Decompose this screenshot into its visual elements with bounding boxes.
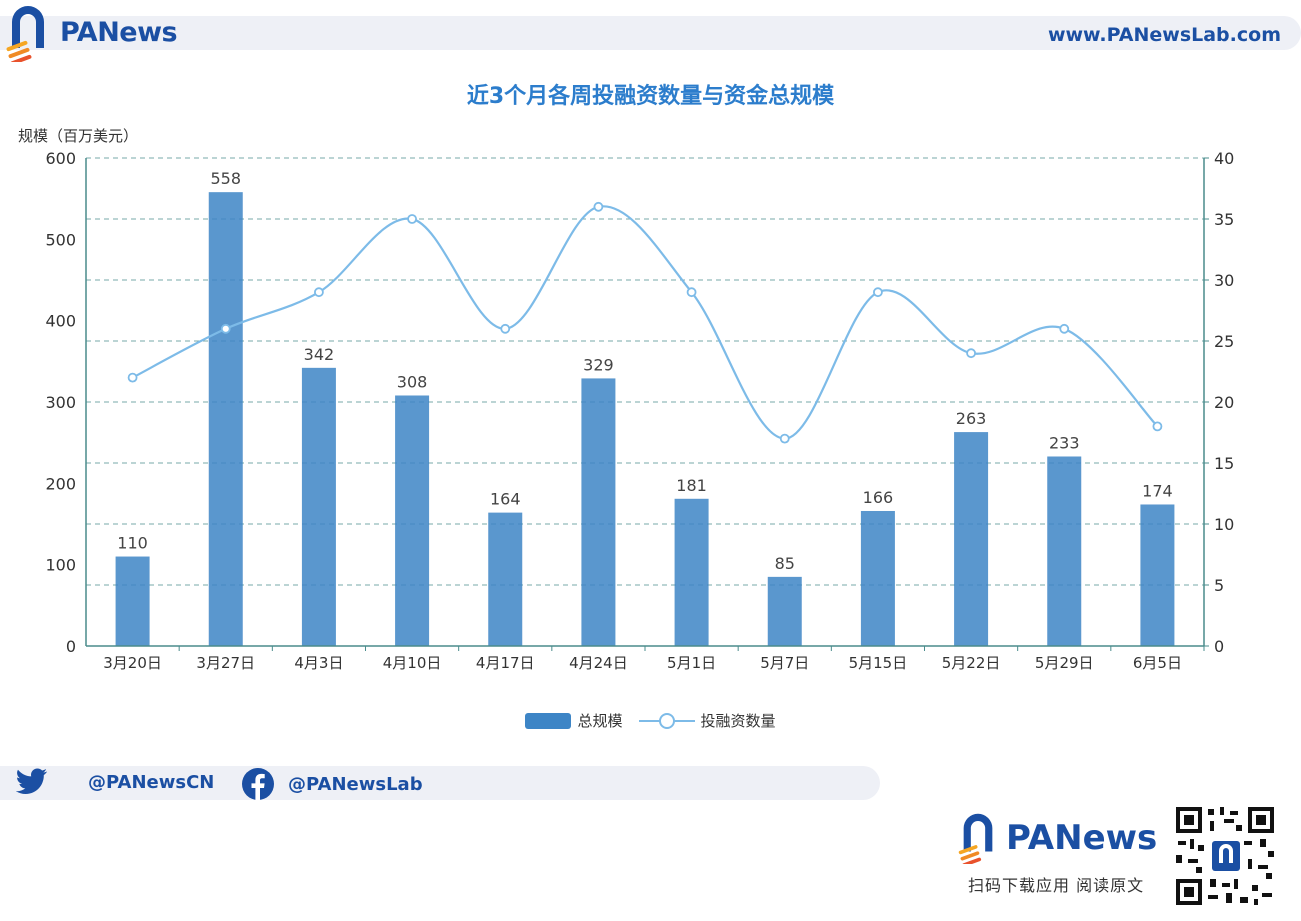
y-right-tick-label: 5	[1214, 576, 1224, 595]
bar	[115, 556, 150, 646]
bar-value-label: 342	[304, 345, 335, 364]
header-band	[0, 16, 1301, 50]
twitter-handle-group[interactable]: @PANewsCN	[16, 768, 214, 796]
legend-item-line[interactable]: 投融资数量	[638, 710, 776, 731]
y-left-tick-label: 100	[45, 556, 76, 575]
y-left-tick-label: 600	[45, 149, 76, 168]
chart-legend: 总规模 投融资数量	[0, 710, 1301, 731]
legend-line-swatch	[638, 712, 695, 729]
x-tick-label: 4月17日	[476, 654, 535, 672]
bar-value-label: 329	[583, 355, 614, 374]
y-axis-left-title: 规模（百万美元）	[18, 127, 139, 145]
x-tick-label: 4月3日	[294, 654, 343, 672]
bar	[395, 395, 430, 646]
qr-code-icon[interactable]	[1174, 805, 1276, 907]
line-point	[593, 201, 604, 212]
bar-layer	[115, 192, 1175, 646]
brand-name: PANews	[60, 17, 178, 48]
bar	[860, 510, 895, 646]
y-right-tick-label: 15	[1214, 454, 1234, 473]
panews-logo-icon	[6, 6, 44, 62]
site-url[interactable]: www.PANewsLab.com	[1047, 24, 1281, 46]
x-tick-label: 4月10日	[383, 654, 442, 672]
y-right-tick-label: 0	[1214, 637, 1224, 656]
x-tick-label: 3月27日	[196, 654, 255, 672]
y-right-tick-label: 10	[1214, 515, 1234, 534]
bottom-logo-icon	[958, 813, 993, 864]
y-left-tick-label: 300	[45, 393, 76, 412]
legend-label-bar: 总规模	[577, 712, 623, 730]
axis-layer: 0 100 200 300 400 500 600 0 5 10 15 20 25 30 35 40 3月20日…	[45, 149, 1234, 672]
bottom-caption: 扫码下载应用 阅读原文	[968, 876, 1145, 895]
bar-value-label: 181	[676, 476, 707, 495]
line-point	[500, 323, 511, 334]
y-right-tick-label: 30	[1214, 271, 1234, 290]
series-line	[132, 205, 1159, 440]
bar	[208, 192, 243, 646]
line-point	[220, 323, 231, 334]
y-left-tick-label: 500	[45, 230, 76, 249]
legend-item-bar[interactable]: 总规模	[525, 710, 623, 731]
bar	[488, 512, 523, 646]
x-tick-label: 3月20日	[103, 654, 162, 672]
bar-value-label: 85	[775, 554, 795, 573]
chart-canvas: 0 100 200 300 400 500 600 0 5 10 15 20 25 30 35 40 3月20日…	[45, 149, 1234, 672]
line-point	[127, 372, 138, 383]
bottom-brand-name: PANews	[1006, 818, 1158, 858]
legend-label-line: 投融资数量	[700, 712, 776, 730]
twitter-icon	[16, 768, 47, 794]
facebook-handle-group[interactable]: @PANewsLab	[242, 768, 423, 800]
line-point	[407, 214, 417, 224]
x-tick-label: 5月22日	[942, 654, 1001, 672]
y-right-tick-label: 20	[1214, 393, 1234, 412]
bar	[954, 432, 989, 646]
x-tick-label: 5月7日	[760, 654, 809, 672]
bar-value-label: 233	[1049, 433, 1080, 452]
y-left-tick-label: 0	[66, 637, 76, 656]
bar-value-label: 110	[117, 534, 148, 553]
chart-title: 近3个月各周投融资数量与资金总规模	[466, 84, 835, 109]
line-point	[314, 287, 324, 298]
x-tick-label: 5月1日	[667, 654, 716, 672]
bar	[767, 576, 802, 646]
line-point	[1152, 421, 1163, 432]
y-right-tick-label: 25	[1214, 332, 1234, 351]
bar-value-label: 558	[210, 169, 241, 188]
bar-value-label: 164	[490, 490, 521, 509]
bar	[674, 498, 709, 646]
line-point	[686, 287, 697, 298]
bar-value-label: 308	[397, 372, 428, 391]
facebook-icon	[242, 768, 274, 800]
line-point	[873, 287, 883, 298]
grid-layer	[86, 157, 1204, 586]
bar	[1047, 456, 1082, 646]
y-right-tick-label: 35	[1214, 210, 1234, 229]
y-right-tick-label: 40	[1214, 149, 1234, 168]
x-tick-label: 5月29日	[1035, 654, 1094, 672]
bar-value-label: 166	[863, 488, 894, 507]
bar	[581, 378, 616, 646]
line-layer	[127, 201, 1163, 444]
legend-bar-swatch	[525, 712, 572, 729]
y-left-tick-label: 200	[45, 474, 76, 493]
bar	[301, 367, 336, 646]
x-tick-label: 4月24日	[569, 654, 628, 672]
bar-value-label: 263	[956, 409, 987, 428]
y-left-tick-label: 400	[45, 312, 76, 331]
twitter-handle: @PANewsCN	[88, 771, 215, 793]
footer-band	[0, 766, 880, 800]
line-point	[1059, 323, 1070, 334]
facebook-handle: @PANewsLab	[288, 773, 423, 795]
bar-value-label: 174	[1142, 481, 1173, 500]
line-point	[966, 348, 976, 359]
bar	[1140, 504, 1175, 646]
x-tick-label: 5月15日	[849, 654, 908, 672]
line-point	[779, 433, 790, 444]
x-tick-label: 6月5日	[1133, 654, 1182, 672]
label-layer: 110 558 342 308 164 329 181 85 166 263 233 174	[117, 169, 1172, 573]
